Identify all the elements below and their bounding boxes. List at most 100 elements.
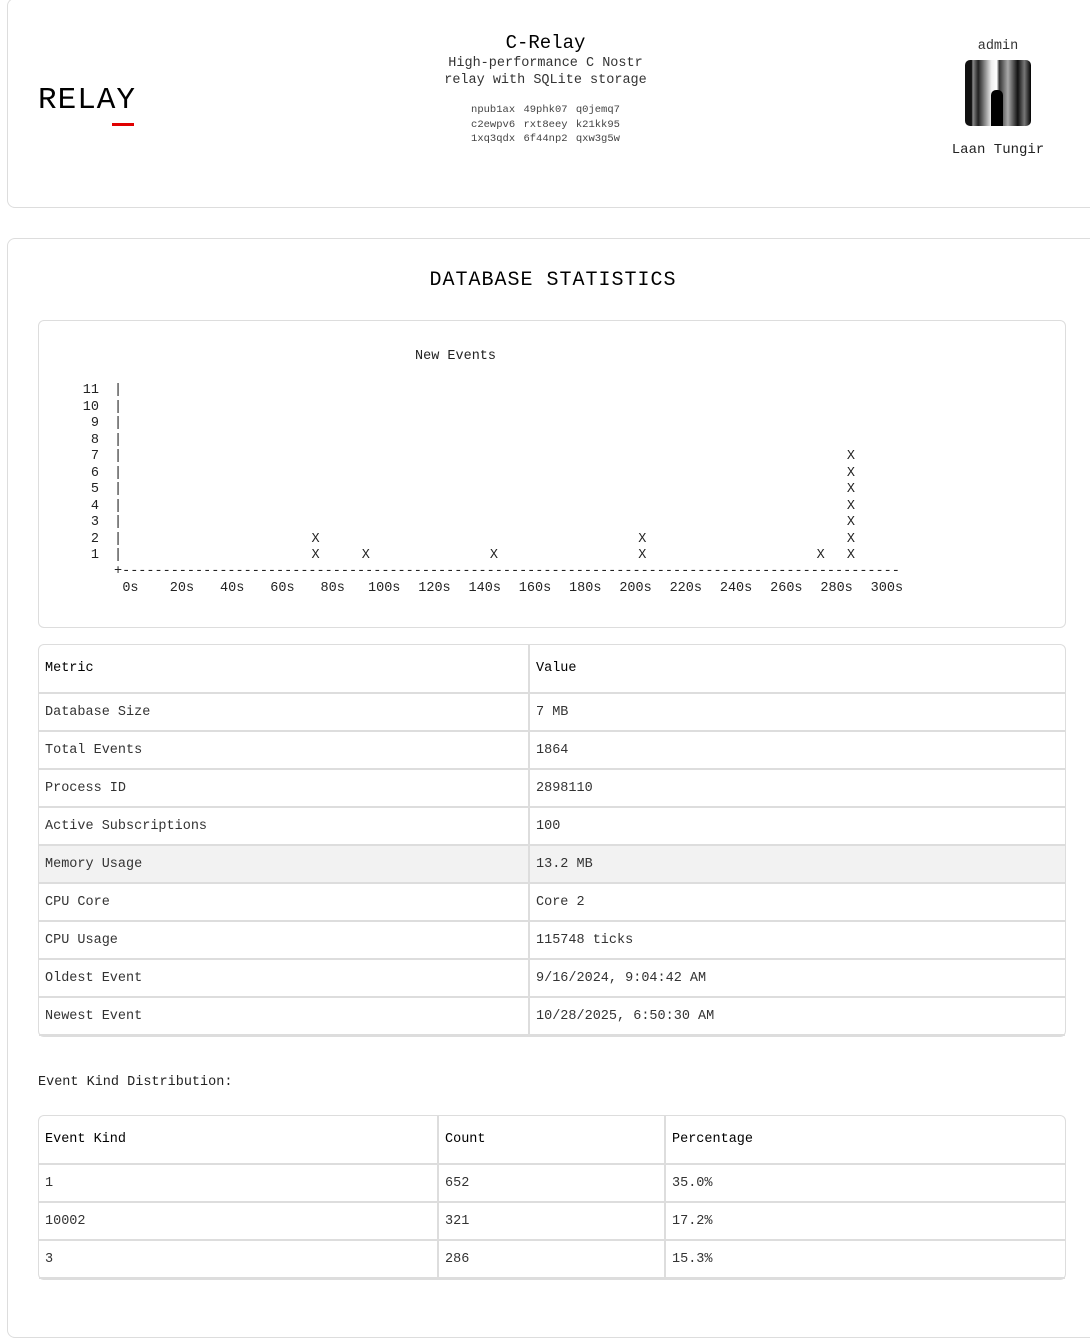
table-cell: 17.2% <box>666 1203 1065 1241</box>
statistics-card: DATABASE STATISTICS New Events 1 | 2 | 3 | 4 | 5… <box>7 238 1090 1338</box>
data-point-marker: X <box>846 531 855 547</box>
y-tick-label: 9 <box>90 416 99 431</box>
column-header[interactable]: Event Kind <box>39 1116 439 1165</box>
x-tick-label: 0s <box>122 581 139 596</box>
data-point-marker: X <box>816 548 825 563</box>
y-axis-segment: | <box>114 531 123 547</box>
y-axis-segment: | <box>114 383 123 398</box>
table-cell: 15.3% <box>666 1241 1065 1279</box>
table-cell: Active Subscriptions <box>39 808 530 846</box>
x-tick-label: 180s <box>569 581 602 596</box>
relay-info: C-Relay High-performance C Nostr relay w… <box>408 31 683 147</box>
new-events-chart: New Events 1 | 2 | 3 | 4 | 5 | 6 | 7 | 8 | 9 | 10 | 11 | +----… <box>38 320 1066 628</box>
table-cell: 115748 ticks <box>530 922 1065 960</box>
y-axis-segment: | <box>114 482 123 497</box>
table-cell: 321 <box>439 1203 666 1241</box>
x-tick-label: 220s <box>669 581 702 596</box>
table-cell: 9/16/2024, 9:04:42 AM <box>530 960 1065 998</box>
table-cell: CPU Core <box>39 884 530 922</box>
table-cell: 10/28/2025, 6:50:30 AM <box>530 998 1065 1036</box>
table-row: 3 286 15.3% <box>39 1241 1065 1279</box>
logo-accent-bar <box>112 123 134 126</box>
table-cell: 1 <box>39 1165 439 1203</box>
column-header[interactable]: Percentage <box>666 1116 1065 1165</box>
table-cell: CPU Usage <box>39 922 530 960</box>
table-cell: 13.2 MB <box>530 846 1065 884</box>
table-cell: Process ID <box>39 770 530 808</box>
relay-logo[interactable]: RELAY <box>38 83 137 118</box>
table-row: Memory Usage 13.2 MB <box>39 846 1065 884</box>
table-cell: 2898110 <box>530 770 1065 808</box>
y-tick-label: 10 <box>82 399 99 415</box>
y-axis-segment: | <box>114 548 123 563</box>
data-point-marker: X <box>489 548 499 563</box>
x-tick-label: 20s <box>169 581 195 596</box>
relay-npub: npub1ax 49phk07 q0jemq7 c2ewpv6 rxt8eey … <box>471 104 620 145</box>
table-cell: Newest Event <box>39 998 530 1036</box>
table-row: Newest Event 10/28/2025, 6:50:30 AM <box>39 998 1065 1036</box>
y-axis-segment: | <box>114 449 123 464</box>
table-row: Process ID 2898110 <box>39 770 1065 808</box>
y-tick-label: 7 <box>90 449 99 464</box>
table-cell: 286 <box>439 1241 666 1279</box>
x-tick-label: 200s <box>619 581 652 596</box>
x-tick-label: 120s <box>418 581 451 596</box>
x-tick-label: 160s <box>518 581 552 596</box>
x-tick-label: 260s <box>770 581 803 596</box>
y-tick-label: 8 <box>90 432 99 448</box>
table-cell: 35.0% <box>666 1165 1065 1203</box>
y-axis-segment: | <box>114 515 123 530</box>
table-header-row: Metric Value <box>39 645 1065 694</box>
column-header[interactable]: Count <box>439 1116 666 1165</box>
data-point-marker: X <box>311 531 320 547</box>
user-info[interactable]: admin Laan Tungir <box>938 39 1058 158</box>
data-point-marker: X <box>846 498 855 514</box>
table-cell: 100 <box>530 808 1065 846</box>
y-tick-label: 5 <box>90 482 99 497</box>
data-point-marker: X <box>846 465 855 481</box>
y-tick-label: 2 <box>90 531 99 547</box>
table-row: 1 652 35.0% <box>39 1165 1065 1203</box>
column-header[interactable]: Value <box>530 645 1065 694</box>
x-tick-label: 300s <box>870 581 904 596</box>
distribution-label: Event Kind Distribution: <box>38 1075 233 1090</box>
data-point-marker: X <box>846 515 855 530</box>
header-card: RELAY C-Relay High-performance C Nostr r… <box>7 0 1090 208</box>
y-axis-segment: | <box>114 399 123 415</box>
data-point-marker: X <box>311 548 320 563</box>
table-row: Oldest Event 9/16/2024, 9:04:42 AM <box>39 960 1065 998</box>
y-axis-segment: | <box>114 416 123 431</box>
table-cell: Memory Usage <box>39 846 530 884</box>
table-row: Total Events 1864 <box>39 732 1065 770</box>
user-name: Laan Tungir <box>951 142 1045 158</box>
table-row: 10002 321 17.2% <box>39 1203 1065 1241</box>
x-tick-label: 60s <box>270 581 295 596</box>
user-role: admin <box>977 39 1019 54</box>
data-point-marker: X <box>846 548 855 563</box>
table-row: CPU Core Core 2 <box>39 884 1065 922</box>
x-tick-label: 280s <box>820 581 853 596</box>
table-cell: 7 MB <box>530 694 1065 732</box>
table-cell: 3 <box>39 1241 439 1279</box>
data-point-marker: X <box>846 449 855 464</box>
table-cell: 1864 <box>530 732 1065 770</box>
y-axis-segment: | <box>114 465 123 481</box>
relay-description: High-performance C Nostr relay with SQLi… <box>444 56 647 88</box>
x-axis-line: +---------------------------------------… <box>114 564 900 579</box>
y-tick-label: 11 <box>82 383 99 398</box>
table-row: Active Subscriptions 100 <box>39 808 1065 846</box>
y-tick-label: 6 <box>90 465 99 481</box>
chart-title: New Events <box>415 349 497 364</box>
column-header[interactable]: Metric <box>39 645 530 694</box>
data-point-marker: X <box>361 548 370 563</box>
table-cell: 10002 <box>39 1203 439 1241</box>
table-cell: Oldest Event <box>39 960 530 998</box>
y-axis-segment: | <box>114 432 123 448</box>
table-cell: 652 <box>439 1165 666 1203</box>
stats-table: Metric Value Database Size 7 MB Total Events… <box>38 644 1066 1037</box>
avatar[interactable] <box>965 60 1031 126</box>
relay-name: C-Relay <box>505 32 586 54</box>
y-axis-segment: | <box>114 498 123 514</box>
data-point-marker: X <box>638 531 647 547</box>
y-tick-label: 3 <box>90 515 99 530</box>
